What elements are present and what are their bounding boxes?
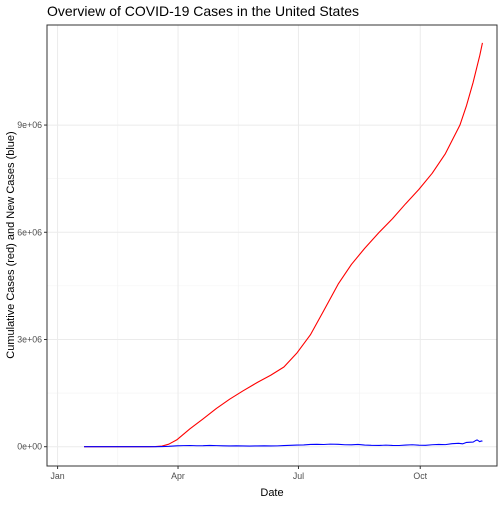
y-tick-label: 9e+06	[17, 120, 42, 130]
y-tick-label: 0e+00	[17, 442, 42, 452]
chart-title: Overview of COVID-19 Cases in the United…	[47, 3, 359, 19]
x-tick-label: Jul	[293, 471, 304, 481]
x-tick-label: Apr	[171, 471, 185, 481]
x-tick-label: Jan	[50, 471, 64, 481]
x-axis-title: Date	[260, 487, 283, 499]
y-tick-label: 3e+06	[17, 334, 42, 344]
plot-panel	[47, 25, 497, 466]
x-tick-label: Oct	[413, 471, 427, 481]
y-axis-title: Cumulative Cases (red) and New Cases (bl…	[5, 131, 17, 358]
y-tick-label: 6e+06	[17, 227, 42, 237]
